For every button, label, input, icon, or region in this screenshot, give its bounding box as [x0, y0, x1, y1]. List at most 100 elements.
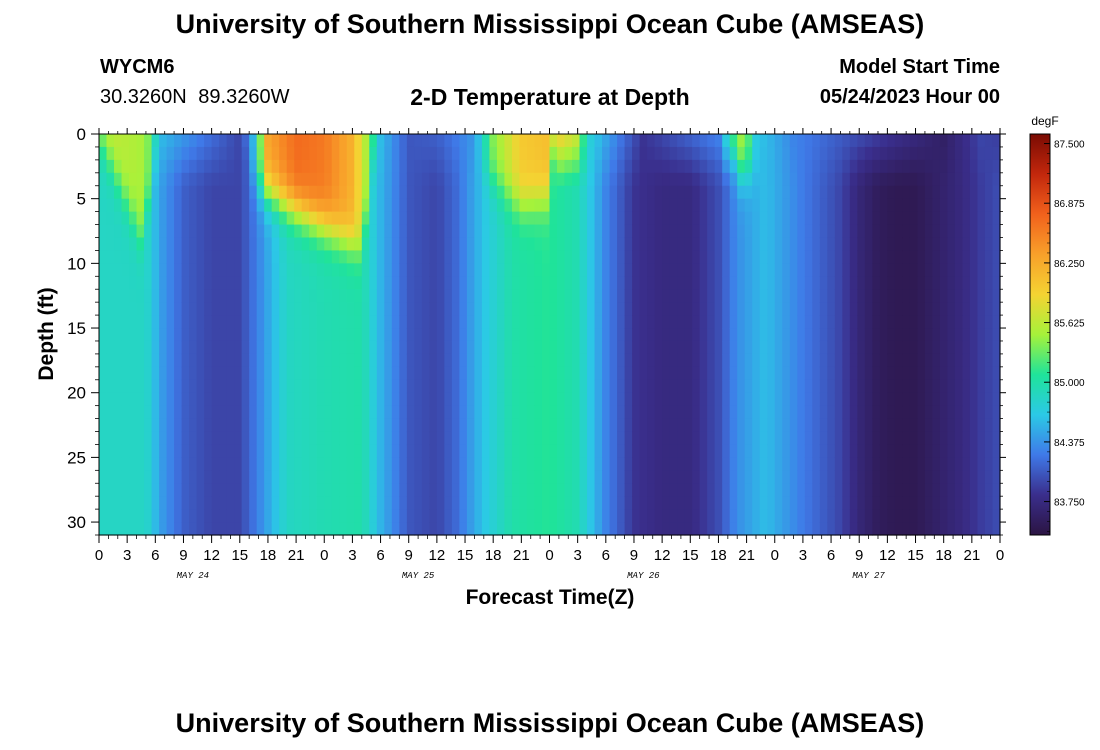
heatmap-cell: [954, 353, 964, 368]
heatmap-cell: [902, 431, 911, 446]
heatmap-cell: [511, 159, 521, 174]
chart-subtitle: 2-D Temperature at Depth: [410, 84, 690, 110]
heatmap-cell: [399, 276, 408, 290]
heatmap-cell: [984, 237, 994, 252]
heatmap-cell: [947, 483, 956, 497]
heatmap-cell: [399, 289, 408, 303]
heatmap-cell: [511, 224, 521, 239]
heatmap-cell: [684, 418, 693, 433]
heatmap-cell: [917, 159, 926, 174]
heatmap-cell: [129, 496, 138, 510]
heatmap-cell: [699, 353, 708, 368]
heatmap-cell: [737, 237, 746, 252]
heatmap-cell: [669, 366, 678, 381]
heatmap-cell: [496, 198, 506, 213]
heatmap-cell: [564, 379, 573, 394]
heatmap-cell: [692, 340, 701, 355]
heatmap-cell: [684, 237, 693, 252]
heatmap-cell: [286, 276, 295, 290]
heatmap-cell: [99, 431, 108, 446]
heatmap-cell: [144, 263, 153, 277]
heatmap-cell: [99, 263, 108, 277]
heatmap-cell: [939, 172, 949, 187]
heatmap-cell: [489, 379, 498, 394]
heatmap-cell: [789, 366, 798, 381]
heatmap-cell: [782, 483, 791, 497]
heatmap-cell: [474, 237, 483, 252]
heatmap-cell: [481, 522, 491, 536]
heatmap-cell: [609, 431, 618, 446]
heatmap-cell: [354, 392, 363, 407]
heatmap-cell: [459, 379, 468, 394]
heatmap-cell: [114, 250, 123, 264]
heatmap-cell: [677, 302, 686, 316]
heatmap-cell: [331, 224, 340, 239]
heatmap-cell: [129, 418, 138, 433]
heatmap-cell: [264, 496, 273, 510]
heatmap-cell: [354, 224, 363, 239]
heatmap-cell: [842, 302, 851, 316]
heatmap-cell: [992, 509, 1001, 523]
heatmap-cell: [729, 289, 738, 303]
heatmap-cell: [279, 366, 288, 381]
heatmap-cell: [819, 496, 828, 510]
heatmap-cell: [301, 509, 310, 523]
heatmap-cell: [579, 250, 588, 264]
heatmap-cell: [459, 328, 468, 342]
heatmap-cell: [684, 444, 693, 458]
heatmap-cell: [391, 496, 400, 510]
heatmap-cell: [339, 276, 348, 290]
heatmap-cell: [159, 405, 168, 420]
heatmap-cell: [947, 509, 956, 523]
heatmap-cell: [309, 134, 318, 148]
heatmap-cell: [346, 379, 355, 394]
heatmap-cell: [699, 483, 708, 497]
heatmap-cell: [617, 522, 626, 536]
heatmap-cell: [271, 340, 280, 355]
heatmap-cell: [917, 405, 926, 420]
heatmap-cell: [114, 198, 123, 213]
heatmap-cell: [249, 172, 258, 187]
heatmap-cell: [511, 315, 521, 329]
heatmap-cell: [849, 483, 858, 497]
heatmap-cell: [114, 405, 123, 420]
heatmap-cell: [887, 483, 896, 497]
heatmap-cell: [264, 185, 273, 200]
heatmap-cell: [226, 431, 235, 446]
heatmap-cell: [421, 392, 430, 407]
heatmap-cell: [632, 224, 641, 239]
heatmap-cell: [819, 172, 828, 187]
heatmap-cell: [541, 444, 551, 458]
heatmap-cell: [939, 392, 949, 407]
heatmap-cell: [376, 405, 385, 420]
heatmap-cell: [804, 496, 813, 510]
heatmap-cell: [151, 366, 160, 381]
heatmap-cell: [519, 483, 528, 497]
heatmap-cell: [226, 315, 235, 329]
heatmap-cell: [106, 198, 115, 213]
heatmap-cell: [421, 366, 430, 381]
heatmap-cell: [977, 263, 986, 277]
heatmap-cell: [121, 522, 130, 536]
heatmap-cell: [234, 353, 243, 368]
heatmap-cell: [767, 276, 776, 290]
heatmap-cell: [451, 379, 460, 394]
heatmap-cell: [271, 198, 280, 213]
heatmap-cell: [617, 328, 626, 342]
heatmap-cell: [692, 224, 701, 239]
heatmap-cell: [902, 302, 911, 316]
heatmap-cell: [759, 198, 768, 213]
heatmap-cell: [369, 496, 378, 510]
heatmap-cell: [744, 483, 753, 497]
heatmap-cell: [481, 379, 491, 394]
heatmap-cell: [932, 276, 941, 290]
heatmap-cell: [654, 146, 663, 161]
heatmap-cell: [121, 211, 130, 226]
heatmap-cell: [669, 457, 678, 471]
heatmap-cell: [767, 263, 776, 277]
heatmap-cell: [234, 418, 243, 433]
heatmap-cell: [722, 172, 731, 187]
heatmap-cell: [917, 224, 926, 239]
heatmap-cell: [526, 392, 536, 407]
heatmap-cell: [744, 237, 753, 252]
